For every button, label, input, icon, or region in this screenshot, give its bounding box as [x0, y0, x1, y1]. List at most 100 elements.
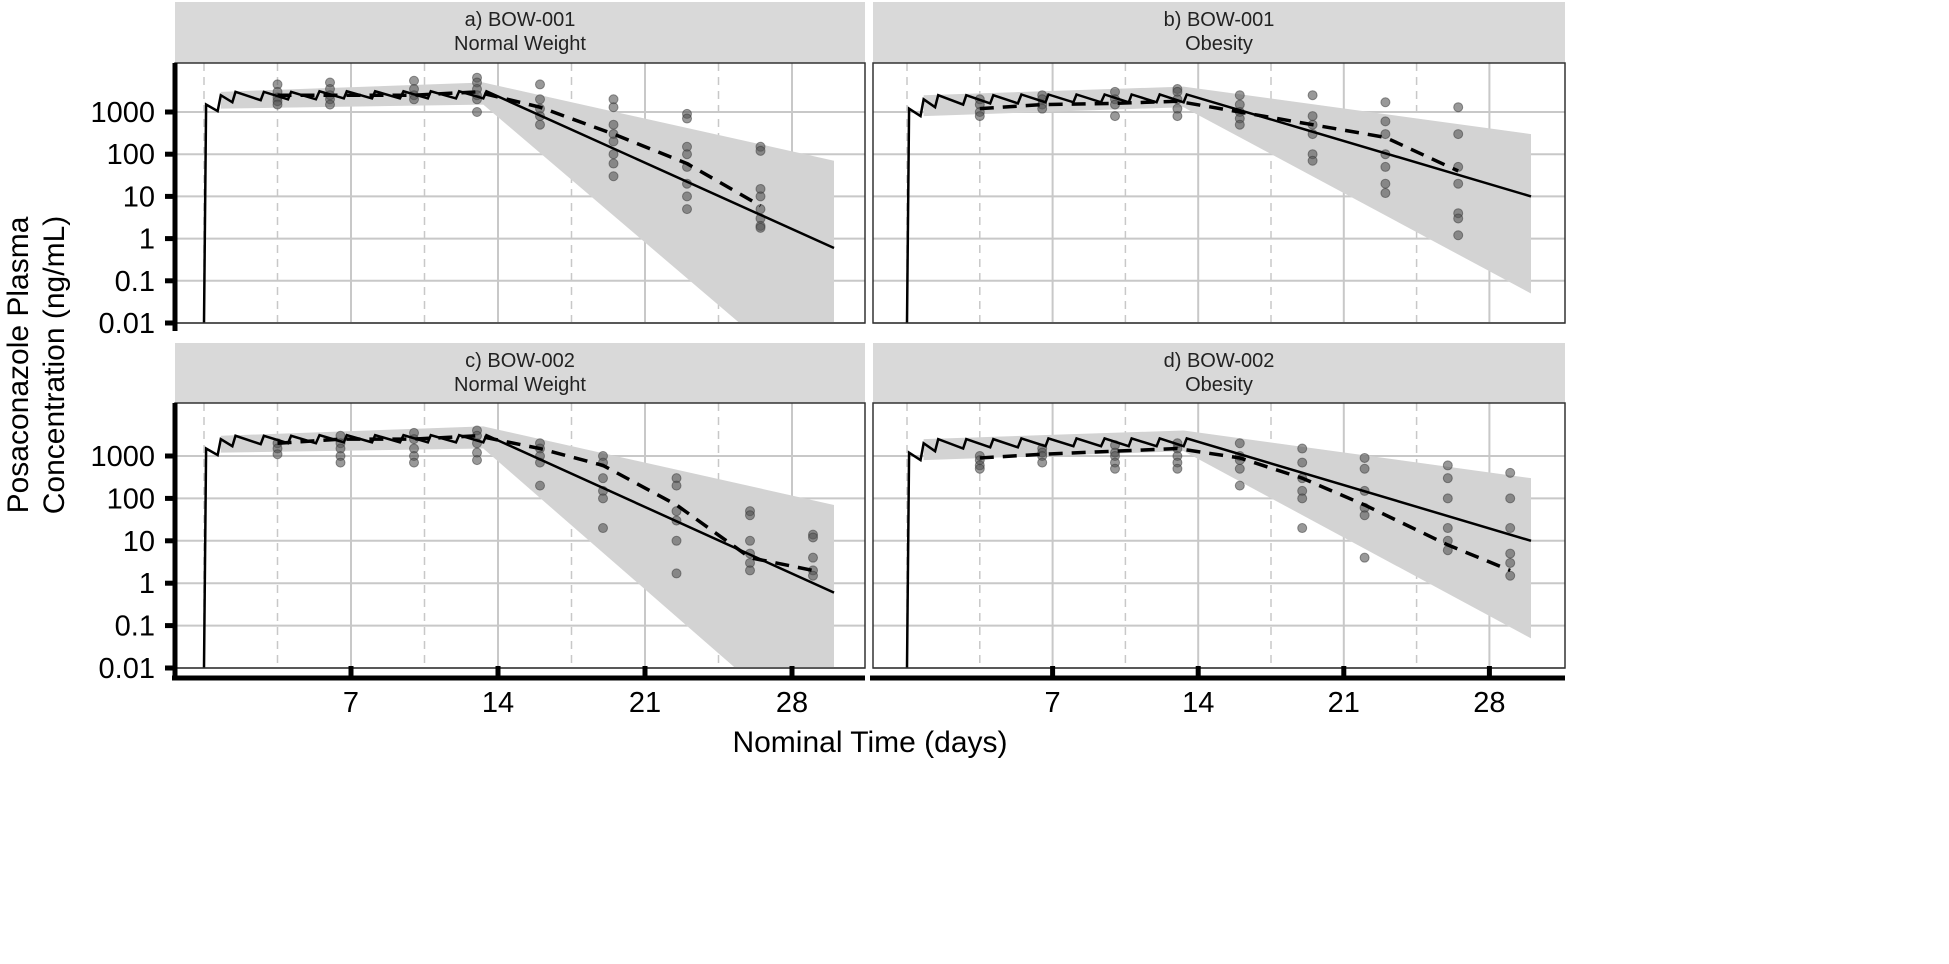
observed-point [535, 79, 545, 90]
y-axis-title-line1: Posaconazole Plasma [2, 216, 35, 513]
observed-point [1453, 102, 1464, 113]
observed-point [1505, 523, 1516, 534]
y-tick-label: 1 [139, 568, 155, 600]
panel-border [872, 62, 1566, 324]
observed-point [608, 119, 619, 130]
observed-point [1442, 460, 1453, 471]
observed-point [1234, 438, 1245, 449]
panel-strip [175, 343, 865, 403]
panel-strip [175, 2, 865, 63]
x-tick-label: 28 [1473, 687, 1505, 719]
observed-point [1380, 129, 1391, 140]
plot-area [202, 425, 835, 668]
prediction-interval-ribbon [923, 86, 1531, 294]
y-tick-label: 0.01 [99, 653, 155, 685]
x-tick-label: 21 [1328, 687, 1360, 719]
observed-point [1442, 473, 1453, 484]
panel-title-line: b) BOW-001 [1164, 9, 1275, 31]
observed-point [1234, 119, 1245, 130]
observed-point [598, 473, 608, 484]
model-median-line [905, 92, 1532, 323]
observed-point [1110, 111, 1120, 122]
observed-point [755, 191, 766, 202]
observed-point [808, 532, 818, 543]
observed-point [671, 568, 682, 579]
observed-point [1307, 155, 1318, 166]
y-tick-label: 100 [107, 483, 155, 515]
prediction-interval-ribbon [220, 426, 835, 668]
y-tick-label: 10 [123, 181, 155, 213]
y-tick-label: 1 [139, 224, 155, 256]
observed-point [1505, 557, 1516, 568]
plot-area [202, 72, 835, 323]
observed-point [1297, 493, 1308, 504]
y-tick-label: 0.1 [115, 611, 155, 643]
observed-point [755, 222, 766, 233]
prediction-interval-ribbon [923, 430, 1531, 639]
observed-point [1505, 493, 1516, 504]
observed-point [608, 171, 619, 182]
observed-point [325, 99, 335, 110]
panel-strip [873, 2, 1565, 63]
observed-point [1307, 111, 1318, 122]
observed-point [1505, 467, 1516, 478]
observed-point [472, 455, 482, 466]
y-tick-label: 100 [107, 139, 155, 171]
observed-point [1359, 552, 1370, 563]
panel-title-line: Normal Weight [454, 374, 586, 396]
observed-point [1453, 129, 1464, 140]
observed-point [755, 145, 766, 156]
observed-point [1380, 178, 1391, 189]
panel-title-line: a) BOW-001 [465, 9, 576, 31]
y-tick-label: 1000 [90, 441, 155, 473]
observed-point [1380, 116, 1391, 127]
observed-point [808, 552, 818, 563]
observed-point [671, 535, 682, 546]
x-tick-label: 7 [343, 687, 359, 719]
panel-border [872, 402, 1566, 669]
observed-point [608, 158, 619, 169]
observed-point [1037, 103, 1048, 114]
observed-point [1234, 480, 1245, 491]
y-tick-label: 0.1 [115, 266, 155, 298]
x-axis-title: Nominal Time (days) [732, 726, 1007, 759]
x-tick-label: 14 [482, 687, 514, 719]
observed-point [682, 191, 692, 202]
model-median-line [202, 433, 835, 668]
observed-point [1172, 111, 1183, 122]
x-tick-label: 7 [1045, 687, 1061, 719]
observed-point [1297, 457, 1308, 468]
observed-point [682, 204, 692, 215]
observed-point [1442, 523, 1453, 534]
observed-median-line [979, 446, 1511, 573]
x-tick-label: 21 [629, 687, 661, 719]
observed-point [745, 565, 755, 576]
y-axis-title-line2: Concentration (ng/mL) [38, 216, 71, 514]
observed-point [535, 480, 545, 491]
panel-title-line: d) BOW-002 [1164, 350, 1275, 372]
observed-point [598, 523, 608, 534]
observed-point [1442, 493, 1453, 504]
panel-title-line: Obesity [1185, 33, 1253, 55]
observed-point [682, 149, 692, 160]
observed-median-line [979, 99, 1459, 173]
observed-point [535, 119, 545, 130]
observed-point [409, 75, 419, 86]
observed-point [1234, 463, 1245, 474]
panel-title-line: Obesity [1185, 374, 1253, 396]
observed-point [745, 535, 755, 546]
panel-title-line: Normal Weight [454, 33, 586, 55]
observed-point [1380, 161, 1391, 172]
observed-point [974, 463, 985, 474]
observed-median-line [277, 434, 814, 573]
observed-point [1297, 523, 1308, 534]
observed-point [671, 480, 682, 491]
observed-point [1307, 90, 1318, 101]
observed-point [608, 136, 619, 147]
observed-median-line [277, 90, 762, 208]
